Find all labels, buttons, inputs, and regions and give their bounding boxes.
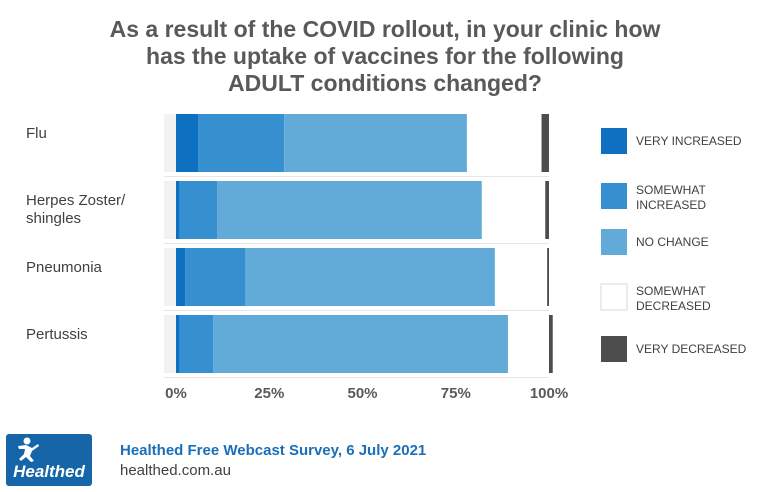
figure-icon bbox=[18, 437, 39, 462]
chart-title: As a result of the COVID rollout, in you… bbox=[40, 16, 730, 97]
legend-label-line: VERY DECREASED bbox=[636, 342, 747, 356]
x-tick-label-3: 75% bbox=[441, 385, 471, 402]
legend-label-3: SOMEWHAT DECREASED bbox=[636, 284, 711, 313]
legend-swatch-4 bbox=[601, 336, 627, 362]
legend-swatch-3 bbox=[600, 283, 628, 311]
bar-segment-very-decreased-0 bbox=[541, 114, 549, 172]
legend-label-0: VERY INCREASED bbox=[636, 134, 742, 148]
bar-segment-somewhat-decreased-1 bbox=[481, 181, 546, 239]
plot-area bbox=[164, 114, 553, 378]
stacked-bar-chart: Flu Herpes Zoster/shingles Pneumonia Pertus… bbox=[26, 114, 747, 402]
category-label-0: Flu bbox=[26, 125, 47, 142]
footer: Healthed Healthed Free Webcast Survey, 6… bbox=[0, 430, 768, 492]
bar-segment-very-increased-2 bbox=[176, 248, 186, 306]
source-text: Healthed Free Webcast Survey, 6 July 202… bbox=[120, 442, 427, 459]
bar-segment-no-change-0 bbox=[284, 114, 467, 172]
legend-label-line: VERY INCREASED bbox=[636, 134, 742, 148]
legend-label-line: DECREASED bbox=[636, 299, 711, 313]
x-tick-label-1: 25% bbox=[254, 385, 284, 402]
bar-segment-somewhat-increased-3 bbox=[179, 315, 214, 373]
bar-segment-very-decreased-3 bbox=[549, 315, 553, 373]
row-band bbox=[164, 315, 176, 373]
category-label-line: Herpes Zoster/ bbox=[26, 192, 126, 209]
bar-segment-somewhat-increased-1 bbox=[179, 181, 218, 239]
x-tick-label-2: 50% bbox=[347, 385, 377, 402]
bar-segment-somewhat-decreased-2 bbox=[494, 248, 548, 306]
category-label-line: Flu bbox=[26, 125, 47, 142]
legend-label-line: NO CHANGE bbox=[636, 235, 709, 249]
legend-swatch-2 bbox=[601, 229, 627, 255]
bar-segment-very-increased-0 bbox=[176, 114, 199, 172]
x-tick-label-4: 100% bbox=[530, 385, 568, 402]
x-tick-label-0: 0% bbox=[165, 385, 187, 402]
legend-label-line: SOMEWHAT bbox=[636, 183, 706, 197]
legend-label-1: SOMEWHAT INCREASED bbox=[636, 183, 706, 212]
row-band bbox=[164, 114, 176, 172]
category-label-line: shingles bbox=[26, 210, 81, 227]
logo-text: Healthed bbox=[13, 462, 85, 481]
bar-segment-somewhat-increased-0 bbox=[198, 114, 285, 172]
bar-segment-somewhat-increased-2 bbox=[185, 248, 245, 306]
row-band bbox=[164, 181, 176, 239]
category-label-2: Pneumonia bbox=[26, 259, 103, 276]
chart-title-line-1: As a result of the COVID rollout, in you… bbox=[109, 16, 661, 42]
legend-label-4: VERY DECREASED bbox=[636, 342, 747, 356]
chart-title-line-3: ADULT conditions changed? bbox=[228, 70, 542, 96]
bar-segment-no-change-2 bbox=[245, 248, 495, 306]
category-labels: Flu Herpes Zoster/shingles Pneumonia Pertus… bbox=[26, 125, 126, 343]
bar-segment-somewhat-decreased-3 bbox=[507, 315, 549, 373]
bar-segment-very-increased-1 bbox=[176, 181, 180, 239]
bar-segment-very-increased-3 bbox=[176, 315, 180, 373]
category-label-line: Pertussis bbox=[26, 326, 88, 343]
row-band bbox=[164, 248, 176, 306]
bar-segment-no-change-1 bbox=[217, 181, 482, 239]
legend-label-line: INCREASED bbox=[636, 198, 706, 212]
bar-segment-very-decreased-1 bbox=[545, 181, 549, 239]
legend-label-2: NO CHANGE bbox=[636, 235, 709, 249]
bar-segment-no-change-3 bbox=[213, 315, 508, 373]
legend-swatch-0 bbox=[601, 128, 627, 154]
category-label-1: Herpes Zoster/shingles bbox=[26, 192, 126, 227]
healthed-logo: Healthed bbox=[6, 434, 92, 486]
category-label-3: Pertussis bbox=[26, 326, 88, 343]
source-url[interactable]: healthed.com.au bbox=[120, 462, 231, 479]
bar-segment-very-decreased-2 bbox=[547, 248, 549, 306]
category-label-line: Pneumonia bbox=[26, 259, 103, 276]
x-axis-ticks: 0% 25% 50% 75% 100% bbox=[165, 385, 568, 402]
bar-segment-somewhat-decreased-0 bbox=[466, 114, 542, 172]
legend-swatch-1 bbox=[601, 183, 627, 209]
chart-title-line-2: has the uptake of vaccines for the follo… bbox=[146, 43, 624, 69]
legend-label-line: SOMEWHAT bbox=[636, 284, 706, 298]
